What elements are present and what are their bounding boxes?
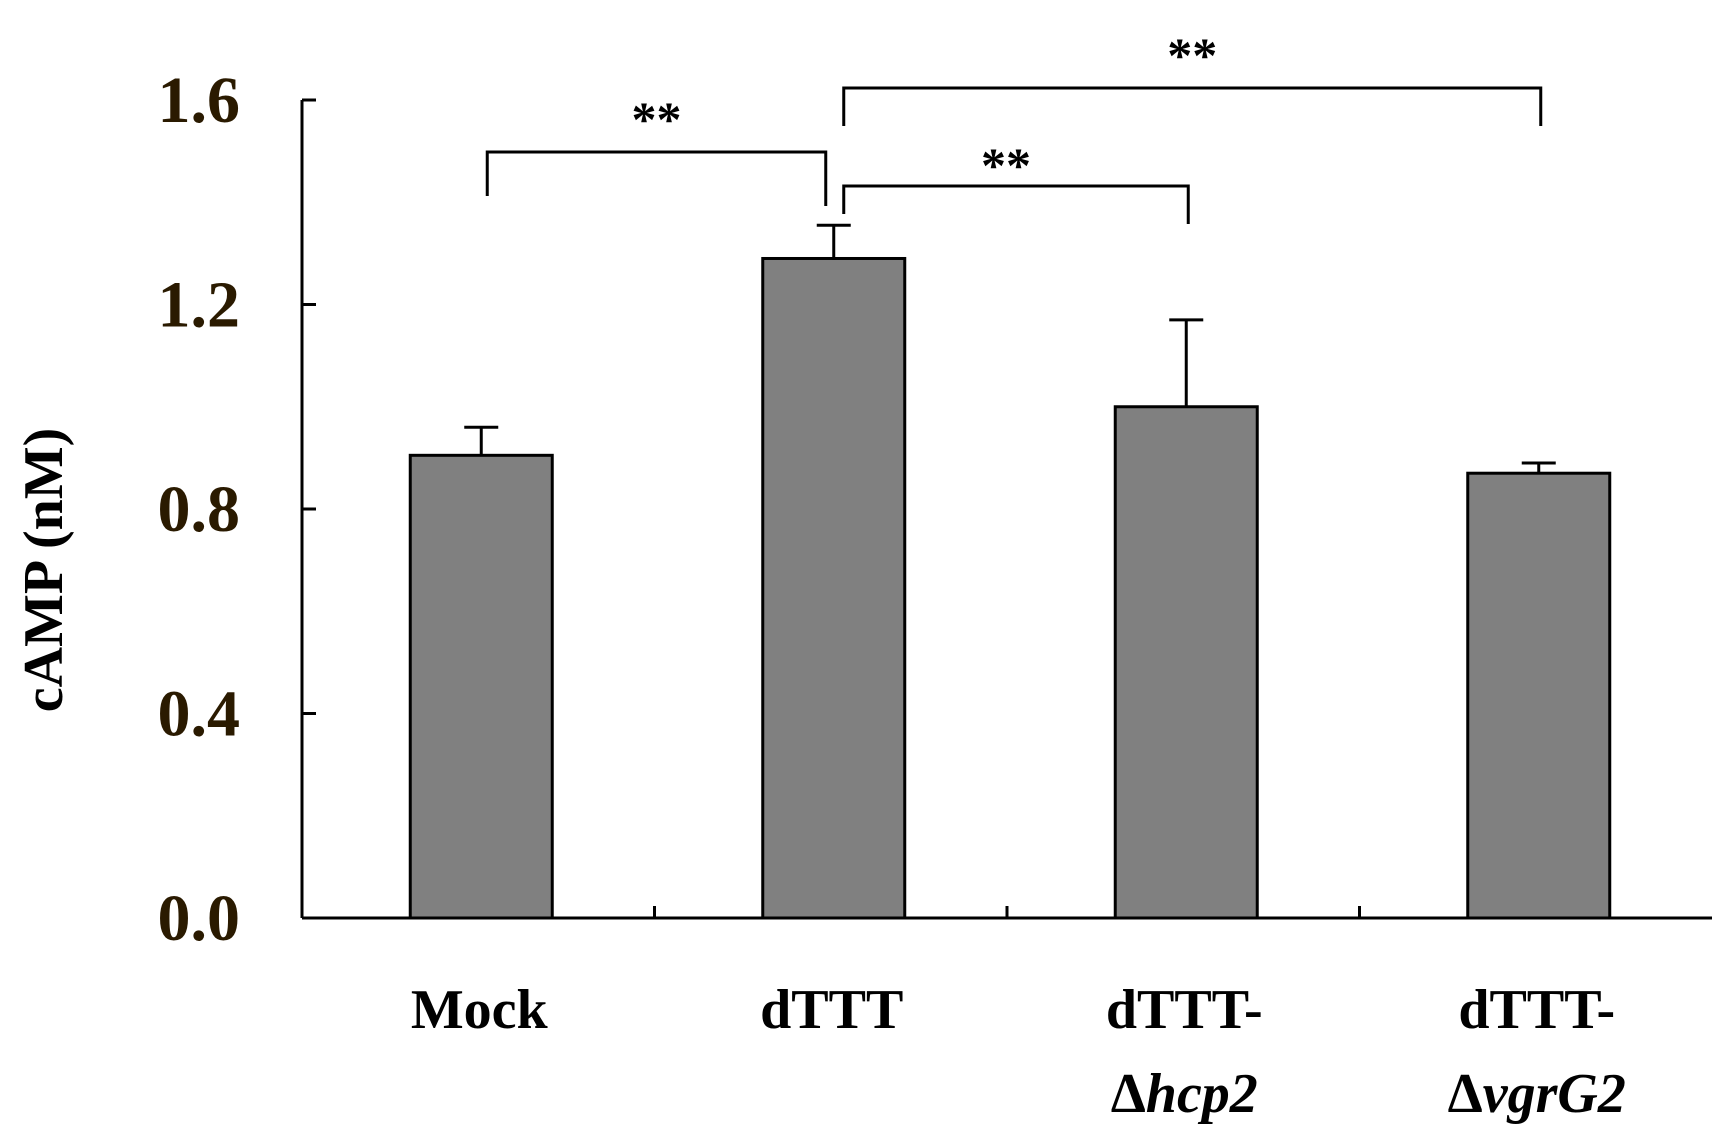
x-category-label: Mock [411, 979, 549, 1041]
significance-label: ** [632, 91, 682, 147]
significance-brackets [485, 86, 1543, 224]
x-category-label-line2: Δhcp2 [1111, 1063, 1258, 1125]
significance-label: ** [1167, 27, 1217, 83]
bar [408, 453, 554, 920]
bar [761, 256, 907, 920]
labels: 0.0 0.4 0.8 1.2 1.6 Mock dTTT dTTT- Δhcp2 dTTT- Δv… [158, 27, 1626, 1125]
y-tick-label: 0.4 [158, 678, 241, 751]
bars [408, 256, 1612, 920]
significance-bracket [842, 86, 1543, 126]
y-tick-label: 0.0 [158, 882, 241, 955]
significance-bracket [485, 150, 828, 206]
bar [1466, 471, 1612, 920]
y-axis-label: cAMP (nM) [13, 428, 75, 713]
x-category-label: dTTT- [1458, 979, 1615, 1041]
y-tick-label: 1.6 [158, 64, 241, 137]
significance-label: ** [981, 137, 1031, 193]
significance-bracket [842, 184, 1190, 224]
x-category-label-line2: ΔvgrG2 [1448, 1063, 1626, 1125]
y-tick-label: 1.2 [158, 269, 241, 342]
bar [1113, 405, 1259, 920]
y-tick-label: 0.8 [158, 473, 241, 546]
x-category-label: dTTT [760, 979, 903, 1041]
x-category-label: dTTT- [1106, 979, 1263, 1041]
error-bars [464, 223, 1556, 474]
